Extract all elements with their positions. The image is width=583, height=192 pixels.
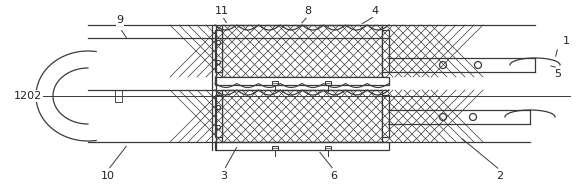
Bar [382,30,389,72]
Text: 5: 5 [554,69,561,79]
Bar [222,90,382,142]
Bar [115,90,122,102]
Text: 8: 8 [304,6,311,16]
Bar [215,30,222,72]
Text: 1: 1 [563,36,570,46]
Text: 9: 9 [117,15,124,25]
Bar [272,146,278,150]
Bar [325,146,331,150]
Bar [215,95,222,137]
Bar [215,142,389,150]
Bar [272,81,278,85]
Text: 4: 4 [371,6,378,16]
Bar [382,95,389,137]
Text: 2: 2 [497,171,504,181]
Text: 3: 3 [220,171,227,181]
Text: 6: 6 [331,171,338,181]
Bar [215,77,389,85]
Text: 10: 10 [101,171,115,181]
Text: 11: 11 [215,6,229,16]
Bar [222,25,382,77]
Bar [325,81,331,85]
Text: 1202: 1202 [14,91,42,101]
